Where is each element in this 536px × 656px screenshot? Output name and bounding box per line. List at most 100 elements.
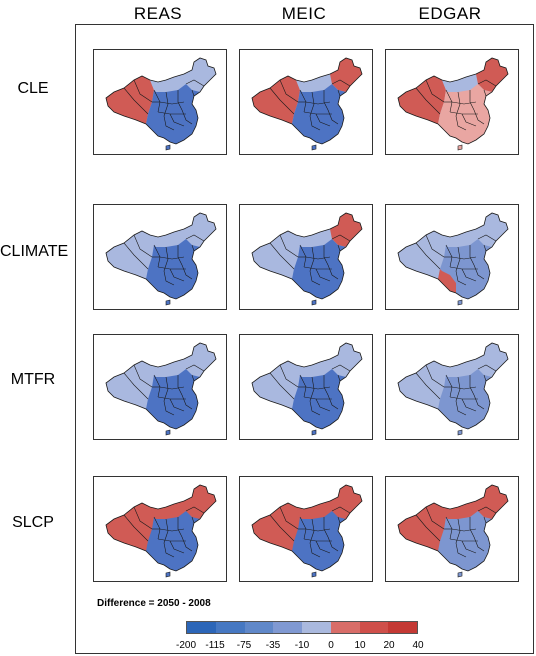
china-map (397, 57, 509, 151)
province-border (163, 376, 169, 402)
province-border (415, 242, 441, 270)
province-border (169, 113, 185, 127)
legend-tick-label: 40 (412, 640, 424, 651)
province-border (327, 109, 339, 125)
province-border (473, 394, 485, 410)
province-border (455, 376, 461, 402)
province-border (415, 514, 441, 542)
province-border (309, 91, 315, 117)
province-border (133, 79, 153, 103)
legend-swatch (302, 622, 331, 633)
china-map (397, 212, 509, 306)
china-map (105, 212, 217, 306)
province-border (269, 87, 295, 115)
province-border (177, 517, 183, 538)
china-map (251, 57, 363, 151)
china-map (397, 484, 509, 578)
province-border (461, 540, 477, 554)
province-border (169, 268, 185, 282)
map-northeast-region (330, 343, 362, 377)
province-border (185, 506, 205, 514)
map-northeast-region (476, 213, 508, 247)
map-northeast-region (476, 343, 508, 377)
china-map (105, 342, 217, 436)
province-border (455, 246, 461, 272)
province-border (279, 79, 299, 103)
province-border (177, 90, 183, 111)
map-west-region (398, 76, 446, 124)
province-border (279, 364, 299, 388)
country-outline (251, 57, 363, 145)
country-outline (105, 212, 217, 300)
map-west-region (252, 76, 300, 124)
province-border (185, 364, 205, 372)
province-border (279, 234, 299, 258)
legend-swatch (215, 622, 245, 633)
province-border (163, 115, 175, 131)
country-outline (105, 484, 217, 572)
province-border (309, 246, 315, 272)
hainan-island (457, 571, 463, 578)
province-border (309, 270, 321, 286)
province-border (123, 514, 149, 542)
province-border (181, 264, 193, 280)
province-border (159, 528, 185, 532)
legend-swatch (330, 622, 360, 633)
province-border (269, 242, 295, 270)
province-border (159, 256, 185, 260)
province-border (455, 270, 467, 286)
legend-tick-label: -10 (294, 640, 310, 651)
province-border (305, 386, 331, 390)
legend-tick-label: -200 (175, 640, 197, 651)
map-northeast-region (184, 343, 216, 377)
province-border (469, 245, 475, 266)
province-border (455, 91, 461, 117)
map-west-region (252, 503, 300, 551)
country-outline (397, 57, 509, 145)
province-border (461, 268, 477, 282)
province-border (309, 400, 321, 416)
province-border (473, 264, 485, 280)
province-border (483, 244, 487, 252)
figure-frame (75, 24, 534, 654)
country-outline (397, 484, 509, 572)
legend-swatch (273, 622, 302, 633)
province-border (327, 394, 339, 410)
province-border (309, 542, 321, 558)
country-outline (397, 212, 509, 300)
map-northeast-region (476, 485, 508, 519)
province-border (315, 540, 331, 554)
province-border (177, 375, 183, 396)
province-border (451, 386, 477, 390)
province-border (323, 245, 329, 266)
map-north-region (442, 501, 478, 519)
map-panel-slcp-meic (239, 476, 373, 582)
map-panel-cle-reas (93, 49, 227, 155)
province-border (159, 386, 185, 390)
map-north-region (150, 74, 186, 92)
province-border (191, 516, 195, 524)
province-border (163, 246, 169, 272)
province-border (123, 372, 149, 400)
map-west-region (106, 231, 154, 279)
row-header-mtfr: MTFR (10, 371, 56, 388)
province-border (309, 518, 315, 544)
legend-swatch (187, 622, 216, 633)
province-border (331, 234, 351, 242)
map-west-region (106, 503, 154, 551)
province-border (133, 506, 153, 530)
province-border (279, 506, 299, 530)
province-border (337, 516, 341, 524)
map-north-region (296, 74, 332, 92)
province-border (269, 514, 295, 542)
province-border (327, 264, 339, 280)
province-border (315, 113, 331, 127)
column-header-reas: REAS (133, 4, 183, 23)
province-border (473, 536, 485, 552)
china-map (105, 57, 217, 151)
country-outline (105, 57, 217, 145)
map-west-region (398, 503, 446, 551)
province-border (305, 101, 331, 105)
province-border (185, 79, 205, 87)
province-border (323, 90, 329, 111)
